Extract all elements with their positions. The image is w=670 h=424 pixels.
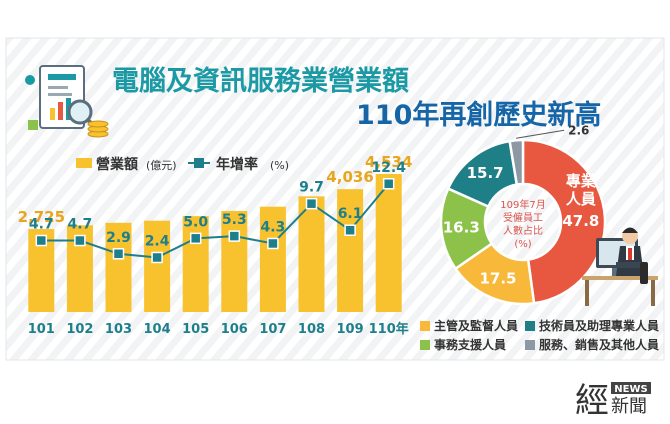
growth-rate-label: 4.7	[29, 217, 54, 233]
pie-value-label: 17.5	[479, 270, 516, 288]
growth-rate-point	[228, 230, 241, 242]
pie-legend-label: 服務、銷售及其他人員	[539, 337, 659, 352]
pie-value-label: 47.8	[562, 212, 599, 230]
logo-news-badge	[611, 382, 651, 394]
legend-bar-swatch	[76, 158, 92, 168]
report-illustration-icon	[25, 65, 109, 138]
pie-value-label: 15.7	[467, 164, 504, 182]
pie-legend-label: 主管及監督人員	[434, 318, 518, 333]
growth-rate-label: 2.4	[145, 233, 170, 249]
pie-center-label: 109年7月	[500, 198, 545, 211]
revenue-bar	[221, 210, 248, 312]
year-tick-label: 105	[182, 322, 209, 337]
year-tick-label: 107	[259, 322, 286, 337]
logo-main-char: 經	[575, 381, 609, 421]
pie-center-label: 人數占比	[503, 224, 543, 237]
growth-rate-point	[189, 232, 202, 245]
title-line-2: 110年再創歷史新高	[356, 99, 601, 131]
year-tick-label: 110年	[369, 321, 409, 337]
revenue-bar	[298, 196, 325, 312]
year-tick-label: 108	[298, 322, 325, 337]
title-line-1: 電腦及資訊服務業營業額	[112, 65, 409, 97]
legend-bar-name: 營業額	[96, 156, 138, 173]
growth-rate-point	[112, 248, 125, 260]
growth-rate-point	[382, 178, 395, 190]
growth-rate-point	[35, 234, 48, 247]
growth-rate-label: 4.3	[260, 219, 285, 235]
pie-slice	[508, 138, 525, 186]
growth-rate-label: 2.9	[106, 230, 131, 246]
pie-value-label: 16.3	[443, 219, 480, 237]
year-tick-label: 106	[221, 322, 248, 337]
logo-sub-text: 新聞	[611, 396, 647, 417]
year-tick-label: 109	[337, 322, 364, 337]
pie-slice	[521, 138, 607, 305]
growth-rate-point	[344, 224, 356, 236]
growth-rate-label: 12.4	[371, 160, 406, 176]
year-tick-label: 103	[105, 322, 132, 337]
pie-leader-line	[516, 129, 565, 139]
growth-rate-point	[267, 237, 279, 250]
growth-rate-label: 6.1	[338, 206, 363, 222]
year-tick-label: 102	[66, 322, 93, 337]
growth-rate-label: 5.0	[183, 214, 208, 230]
pie-legend-swatch	[525, 340, 535, 350]
revenue-bar	[375, 174, 402, 312]
legend-line-name: 年增率	[216, 156, 258, 173]
pie-legend-swatch	[420, 340, 430, 350]
revenue-bar	[105, 222, 132, 312]
year-tick-label: 104	[144, 322, 171, 337]
growth-rate-line	[41, 183, 390, 259]
revenue-value-label: 4,036	[326, 168, 373, 186]
news-logo: 經 NEWS 新聞	[575, 381, 651, 421]
growth-rate-point	[305, 197, 318, 210]
combo-chart-legend: 營業額 (億元) 年增率 (%)	[76, 156, 289, 173]
worker-at-computer-icon	[582, 227, 658, 306]
pie-slice-name: 人員	[566, 190, 596, 208]
legend-bar-unit: (億元)	[146, 159, 177, 172]
growth-rate-label: 5.3	[222, 212, 247, 228]
revenue-value-label: 4,534	[365, 153, 412, 171]
revenue-bar	[337, 189, 364, 312]
revenue-value-label: 2,725	[18, 208, 65, 226]
pie-slice-name: 專業	[566, 172, 597, 190]
logo-news-text: NEWS	[614, 384, 647, 395]
revenue-bar	[144, 220, 171, 312]
revenue-bar	[259, 206, 286, 312]
legend-line-unit: (%)	[270, 159, 289, 172]
pie-legend-swatch	[420, 321, 430, 331]
revenue-bar	[182, 216, 209, 312]
pie-center-label: (%)	[514, 239, 531, 250]
pie-legend-label: 技術員及助理專業人員	[539, 318, 659, 333]
growth-rate-point	[151, 251, 163, 264]
growth-rate-label: 4.7	[67, 217, 92, 233]
pie-legend-label: 事務支援人員	[434, 337, 506, 352]
combo-chart: 2,725 101 102 103 104 105 106 107 108 4,036 109 4,5…	[18, 153, 413, 337]
year-tick-label: 101	[28, 322, 55, 337]
pie-value-label: 2.6	[568, 123, 589, 137]
pie-legend-swatch	[525, 321, 535, 331]
pie-center-label: 受僱員工	[503, 211, 543, 224]
growth-rate-point	[74, 234, 86, 247]
growth-rate-label: 9.7	[299, 180, 324, 196]
